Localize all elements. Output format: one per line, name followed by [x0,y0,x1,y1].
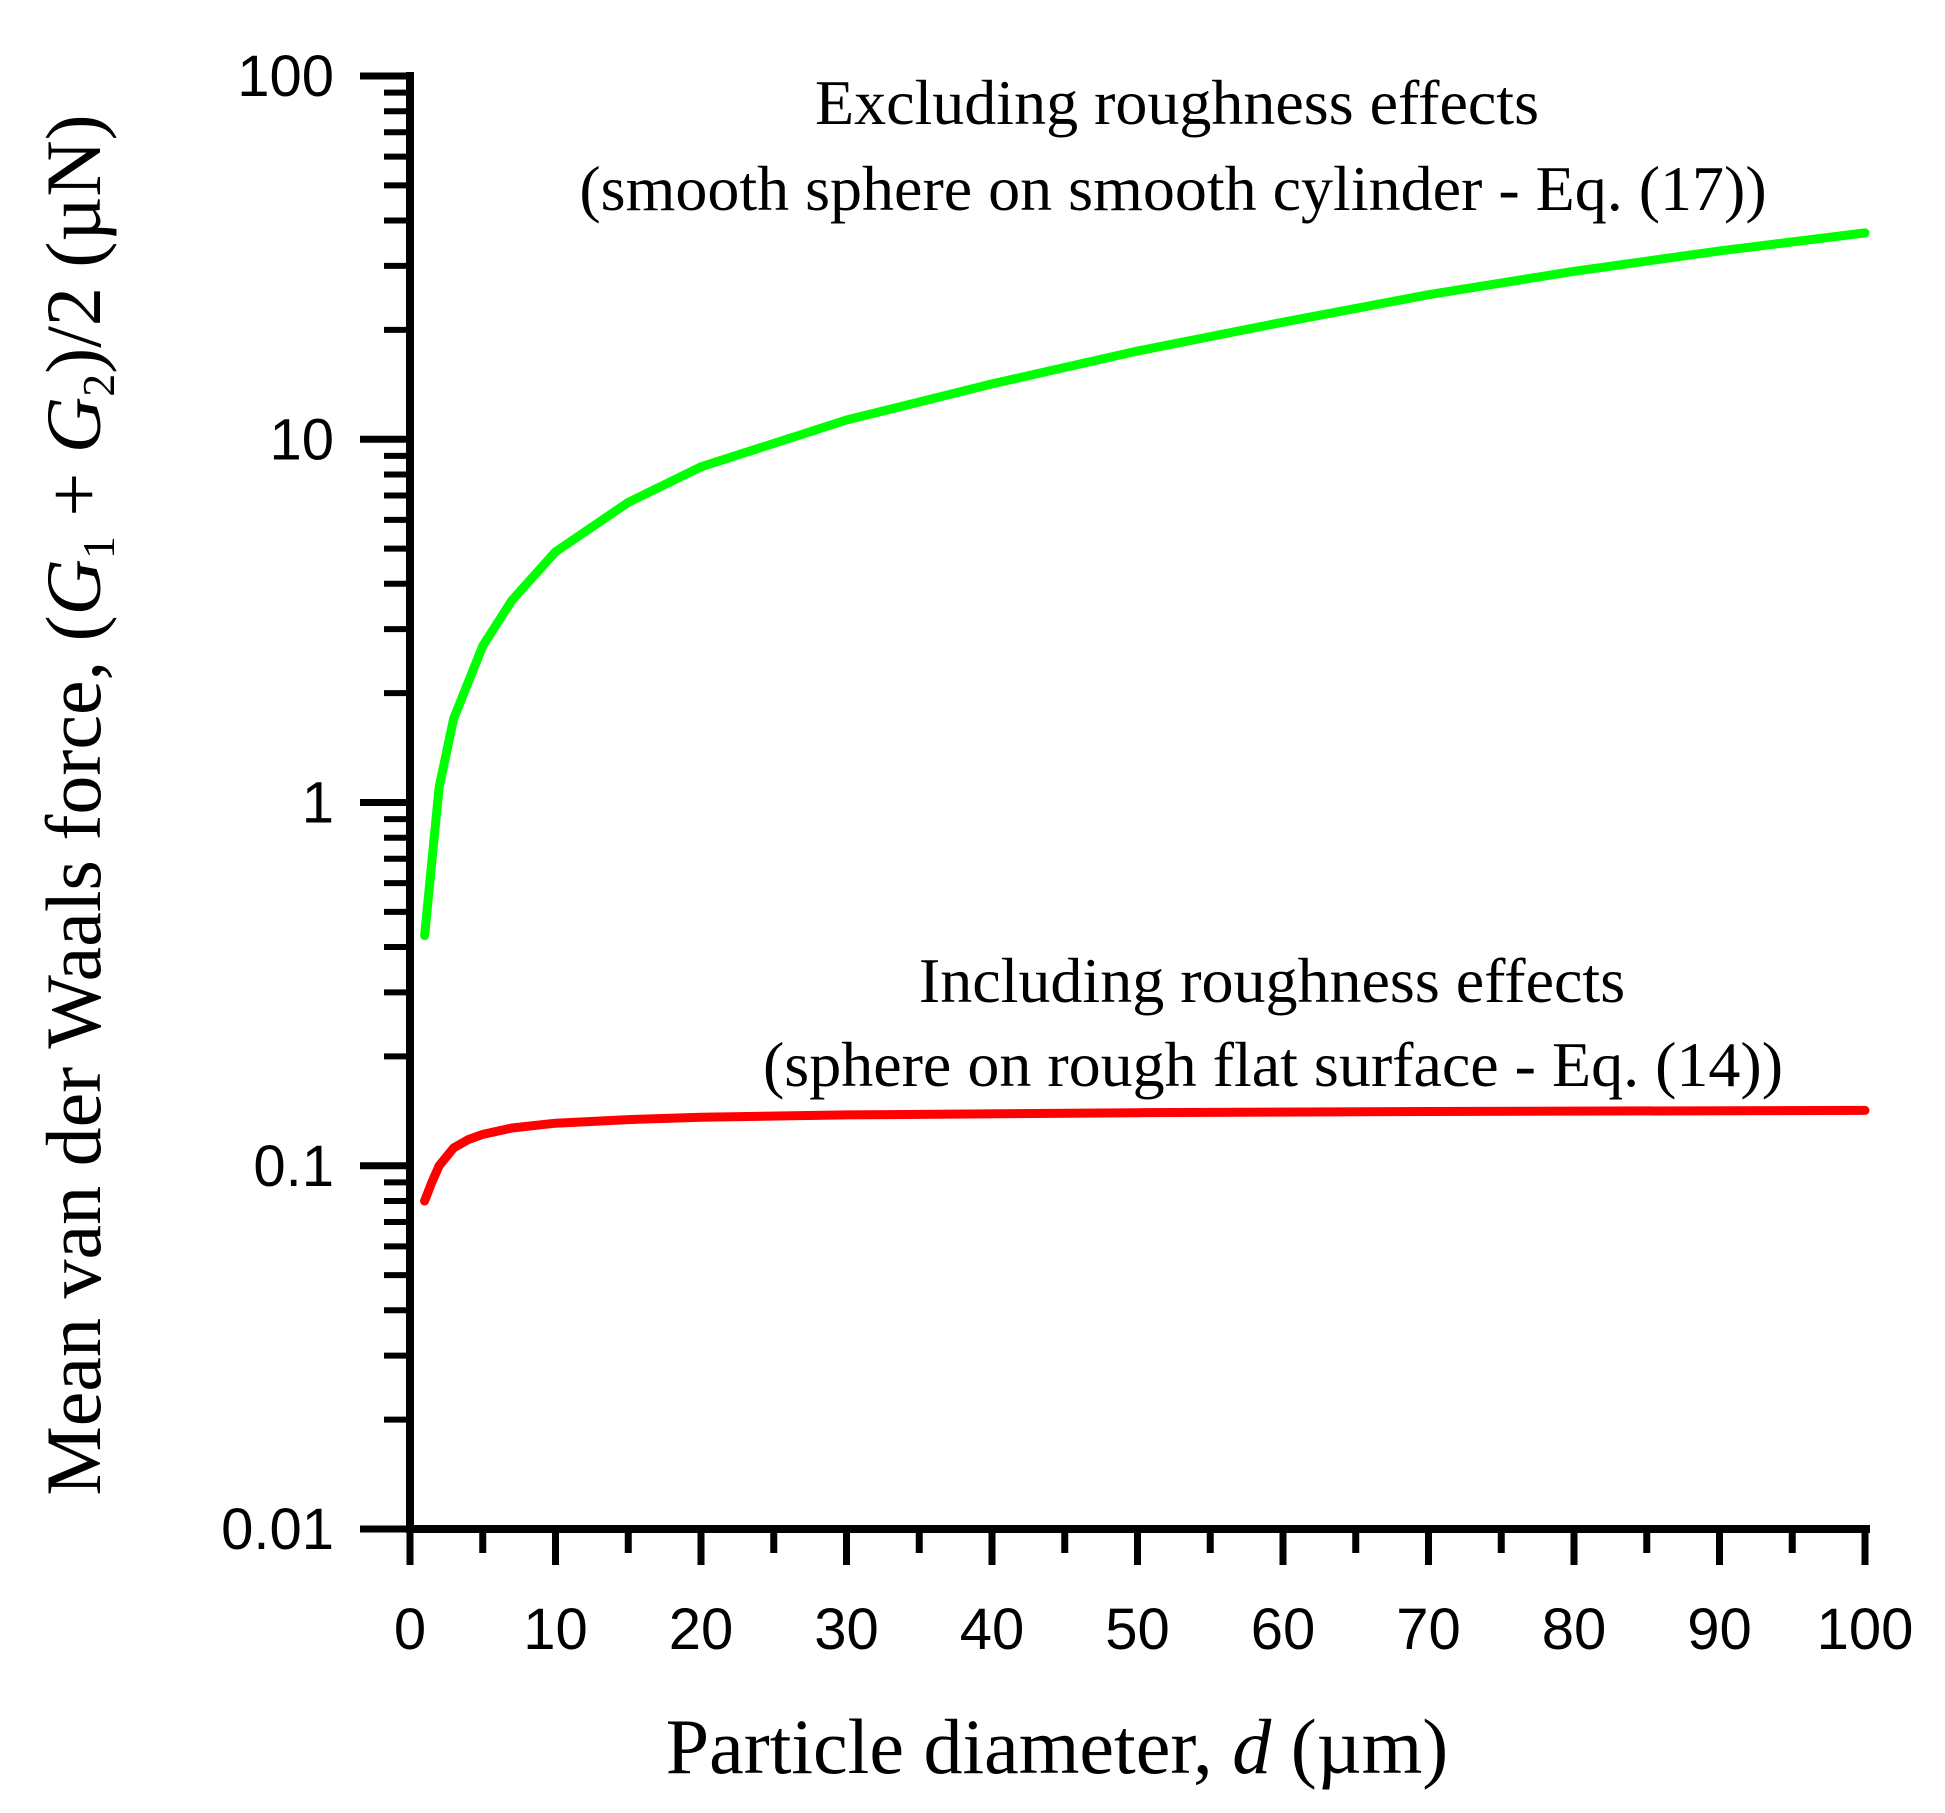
x-tick-label: 0 [394,1597,426,1662]
x-tick-label: 90 [1687,1597,1752,1662]
y-tick-label: 0.1 [253,1134,334,1199]
x-tick-label: 30 [814,1597,879,1662]
y-tick-label: 10 [269,407,334,472]
y-tick-label: 1 [302,771,334,836]
y-axis-ticks: 0.01 0.1 1 10 100 [221,44,410,1562]
annotation-including-line2: (sphere on rough flat surface - Eq. (14)… [763,1029,1783,1100]
series-layer [420,228,1870,1206]
x-tick-label: 80 [1542,1597,1607,1662]
annotation-excluding-line1: Excluding roughness effects [815,67,1539,138]
y-axis-title: Mean van der Waals force, (G1 + G2)/2 (µ… [30,114,124,1495]
x-tick-label: 10 [523,1597,588,1662]
series-line-1 [420,228,1870,941]
x-tick-label: 100 [1817,1597,1914,1662]
x-tick-label: 70 [1396,1597,1461,1662]
x-tick-label: 20 [669,1597,734,1662]
x-tick-label: 50 [1105,1597,1170,1662]
y-tick-label: 100 [237,44,334,109]
series-line-2 [420,1105,1870,1206]
x-tick-label: 60 [1251,1597,1316,1662]
annotation-including-line1: Including roughness effects [919,945,1625,1016]
x-axis-ticks: 0 10 20 30 40 50 60 70 80 90 100 [394,1529,1914,1662]
x-axis-title: Particle diameter, d (µm) [666,1703,1449,1790]
annotation-excluding-line2: (smooth sphere on smooth cylinder - Eq. … [579,153,1766,224]
x-tick-label: 40 [960,1597,1025,1662]
y-tick-label: 0.01 [221,1497,334,1562]
